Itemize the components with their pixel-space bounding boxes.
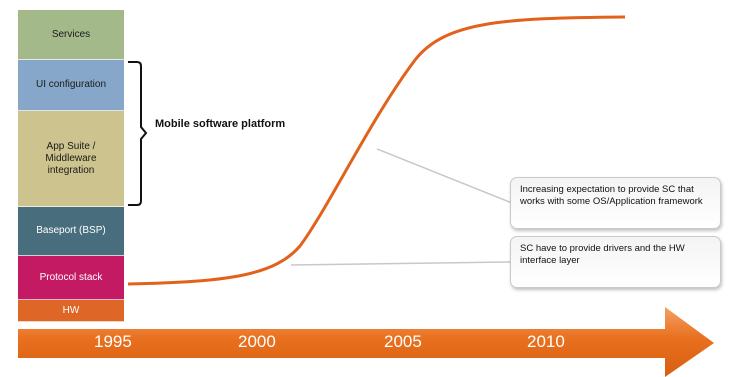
callout-drivers: SC have to provide drivers and the HW in…: [510, 236, 721, 288]
year-2005: 2005: [384, 332, 422, 351]
stack-layer-hw: HW: [18, 300, 124, 322]
year-2000: 2000: [238, 332, 276, 351]
stack-layer-app-suite: App Suite / Middleware integration: [18, 111, 124, 207]
stack-layer-baseport: Baseport (BSP): [18, 207, 124, 256]
year-2010: 2010: [527, 332, 565, 351]
year-1995: 1995: [94, 332, 132, 351]
s-curve-line: [127, 15, 626, 286]
connector-line-top: [376, 148, 513, 204]
stack-layer-services: Services: [18, 10, 124, 60]
stack-layer-protocol-stack: Protocol stack: [18, 256, 124, 300]
platform-label: Mobile software platform: [155, 118, 286, 130]
stack-layer-ui-configuration: UI configuration: [18, 60, 124, 111]
callout-os-framework: Increasing expectation to provide SC tha…: [510, 177, 721, 229]
connector-line-bottom: [290, 261, 513, 266]
